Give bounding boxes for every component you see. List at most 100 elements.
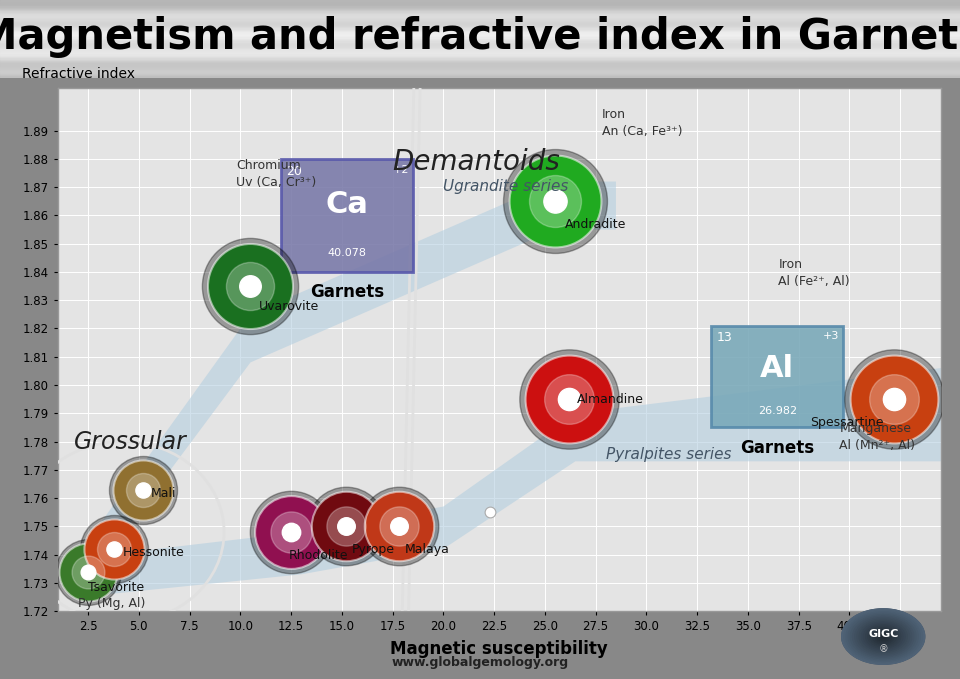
Text: Iron: Iron	[602, 108, 626, 121]
Polygon shape	[842, 609, 924, 664]
Text: Tsavorite: Tsavorite	[88, 581, 144, 594]
Bar	[0, 20, 960, 21]
Bar	[0, 73, 960, 74]
Text: 13: 13	[716, 331, 732, 344]
Bar	[0, 35, 960, 37]
Polygon shape	[851, 614, 916, 659]
Bar	[0, 69, 960, 71]
Bar	[0, 65, 960, 67]
Polygon shape	[876, 632, 890, 641]
FancyBboxPatch shape	[281, 159, 413, 272]
Bar	[0, 57, 960, 58]
Polygon shape	[859, 621, 907, 653]
Bar	[0, 71, 960, 73]
Point	[283, 526, 299, 537]
Text: Al (Mn²⁺, Al): Al (Mn²⁺, Al)	[839, 439, 915, 452]
Point	[562, 394, 577, 405]
Point	[107, 543, 122, 554]
Text: Demantoids: Demantoids	[393, 147, 561, 176]
Bar	[0, 38, 960, 39]
Bar	[0, 1, 960, 3]
Bar	[0, 0, 960, 1]
Text: Iron: Iron	[779, 258, 803, 271]
Bar	[0, 4, 960, 5]
Point	[391, 521, 406, 532]
Bar	[0, 27, 960, 29]
Point	[886, 394, 901, 405]
Bar	[0, 26, 960, 27]
Point	[482, 507, 497, 517]
Bar	[0, 43, 960, 44]
Bar	[0, 29, 960, 30]
Bar	[0, 10, 960, 12]
Bar	[0, 16, 960, 17]
Bar	[0, 21, 960, 22]
X-axis label: Magnetic susceptibility: Magnetic susceptibility	[391, 640, 608, 658]
Bar	[0, 74, 960, 75]
Text: Mali: Mali	[151, 487, 177, 500]
Point	[135, 484, 151, 495]
Point	[81, 566, 96, 577]
Point	[107, 543, 122, 554]
Point	[135, 484, 151, 495]
Point	[283, 526, 299, 537]
Point	[547, 196, 563, 206]
Bar	[0, 31, 960, 33]
FancyBboxPatch shape	[711, 326, 843, 427]
Text: Py (Mg, Al): Py (Mg, Al)	[78, 597, 145, 610]
Polygon shape	[861, 622, 905, 651]
Bar	[0, 18, 960, 20]
Point	[107, 543, 122, 554]
Text: +2: +2	[393, 164, 409, 175]
Polygon shape	[857, 619, 909, 654]
Point	[338, 521, 353, 532]
Text: GIGC: GIGC	[868, 629, 899, 639]
Text: Almandine: Almandine	[577, 394, 644, 407]
Polygon shape	[873, 629, 894, 644]
Text: ®: ®	[878, 644, 888, 655]
Text: Ca: Ca	[325, 189, 369, 219]
Bar	[0, 44, 960, 45]
Bar	[0, 50, 960, 51]
Text: Spessartine: Spessartine	[810, 416, 884, 429]
Point	[547, 196, 563, 206]
Bar	[0, 56, 960, 57]
Bar	[0, 75, 960, 77]
Text: An (Ca, Fe³⁺): An (Ca, Fe³⁺)	[602, 125, 683, 138]
Text: Pyralpites series: Pyralpites series	[606, 447, 732, 462]
Bar	[0, 30, 960, 31]
Point	[135, 484, 151, 495]
Point	[886, 394, 901, 405]
Polygon shape	[864, 623, 902, 650]
Text: Uvarovite: Uvarovite	[258, 300, 319, 313]
Polygon shape	[844, 610, 923, 663]
Bar	[0, 45, 960, 47]
Bar	[0, 62, 960, 64]
Bar	[0, 51, 960, 52]
Bar	[0, 55, 960, 56]
Point	[562, 394, 577, 405]
Polygon shape	[878, 634, 888, 640]
Bar	[0, 17, 960, 18]
Bar	[0, 52, 960, 54]
Point	[547, 196, 563, 206]
Text: 26.982: 26.982	[757, 406, 797, 416]
Text: Refractive index: Refractive index	[22, 67, 135, 81]
Point	[135, 484, 151, 495]
Bar	[0, 58, 960, 60]
Text: Garnets: Garnets	[740, 439, 814, 457]
Bar	[0, 60, 960, 61]
Bar	[0, 3, 960, 4]
Text: 20: 20	[286, 164, 301, 178]
Polygon shape	[78, 181, 616, 594]
Polygon shape	[846, 612, 921, 661]
Text: Manganese: Manganese	[839, 422, 911, 435]
Bar	[0, 37, 960, 38]
Bar	[0, 7, 960, 9]
Polygon shape	[852, 616, 914, 657]
Polygon shape	[881, 635, 885, 638]
Point	[391, 521, 406, 532]
Text: Rhodolite: Rhodolite	[289, 549, 348, 562]
Text: Magnetism and refractive index in Garnets: Magnetism and refractive index in Garnet…	[0, 16, 960, 58]
Text: Uv (Ca, Cr³⁺): Uv (Ca, Cr³⁺)	[236, 176, 317, 189]
